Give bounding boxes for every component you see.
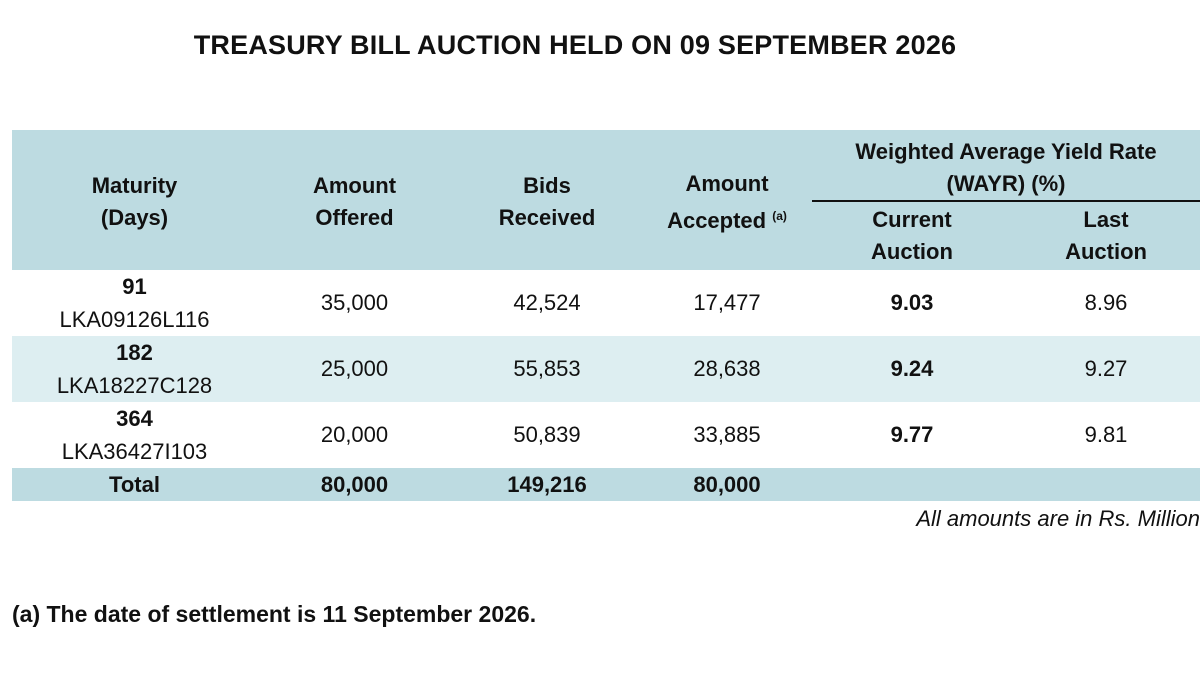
- maturity-cell: 182 LKA18227C128: [12, 336, 257, 402]
- bids-received-cell: 42,524: [513, 290, 581, 315]
- bids-received-cell: 55,853: [452, 336, 642, 402]
- maturity-cell: 364 LKA36427I103: [61, 406, 208, 464]
- auction-table-container: Maturity (Days) Amount Offered Bids Rece…: [12, 130, 1200, 501]
- current-wayr-cell: 9.03: [890, 290, 934, 315]
- maturity-cell: 91 LKA09126L116: [59, 274, 210, 332]
- total-empty-cell: [812, 468, 1012, 501]
- table-row: 91 LKA09126L116 35,000 42,524 17,477 9.0…: [12, 270, 1200, 336]
- header-wayr: Weighted Average Yield Rate (WAYR) (%): [812, 130, 1200, 202]
- settlement-footnote: (a) The date of settlement is 11 Septemb…: [12, 601, 537, 627]
- header-bids-received: Bids Received: [452, 130, 642, 270]
- footnote-marker: (a): [772, 208, 787, 223]
- header-last-auction: Last Auction: [1012, 201, 1200, 270]
- amount-offered-cell: 35,000: [320, 290, 389, 315]
- last-wayr-cell: 9.81: [1084, 422, 1128, 447]
- header-amount-accepted: Amount Accepted (a): [642, 130, 812, 270]
- table-row: 182 LKA18227C128 25,000 55,853 28,638 9.…: [12, 336, 1200, 402]
- units-note: All amounts are in Rs. Million: [916, 506, 1200, 531]
- amount-offered-cell: 20,000: [320, 422, 389, 447]
- amount-offered-cell: 25,000: [257, 336, 452, 402]
- total-empty-cell: [1012, 468, 1200, 501]
- header-maturity: Maturity (Days): [12, 130, 257, 270]
- current-wayr-cell: 9.24: [812, 336, 1012, 402]
- total-offered-cell: 80,000: [257, 468, 452, 501]
- header-current-auction: Current Auction: [812, 201, 1012, 270]
- total-label: Total: [12, 468, 257, 501]
- total-row: Total 80,000 149,216 80,000: [12, 468, 1200, 501]
- last-wayr-cell: 8.96: [1084, 290, 1128, 315]
- page-title: TREASURY BILL AUCTION HELD ON 09 SEPTEMB…: [193, 30, 957, 60]
- current-wayr-cell: 9.77: [890, 422, 934, 447]
- auction-results-table: Maturity (Days) Amount Offered Bids Rece…: [12, 130, 1200, 501]
- amount-accepted-cell: 17,477: [693, 290, 761, 315]
- amount-accepted-cell: 33,885: [693, 422, 761, 447]
- bids-received-cell: 50,839: [513, 422, 581, 447]
- amount-accepted-cell: 28,638: [642, 336, 812, 402]
- table-row: 364 LKA36427I103 20,000 50,839 33,885 9.…: [12, 402, 1200, 468]
- total-bids-cell: 149,216: [452, 468, 642, 501]
- last-wayr-cell: 9.27: [1012, 336, 1200, 402]
- total-accepted-cell: 80,000: [642, 468, 812, 501]
- header-amount-offered: Amount Offered: [257, 130, 452, 270]
